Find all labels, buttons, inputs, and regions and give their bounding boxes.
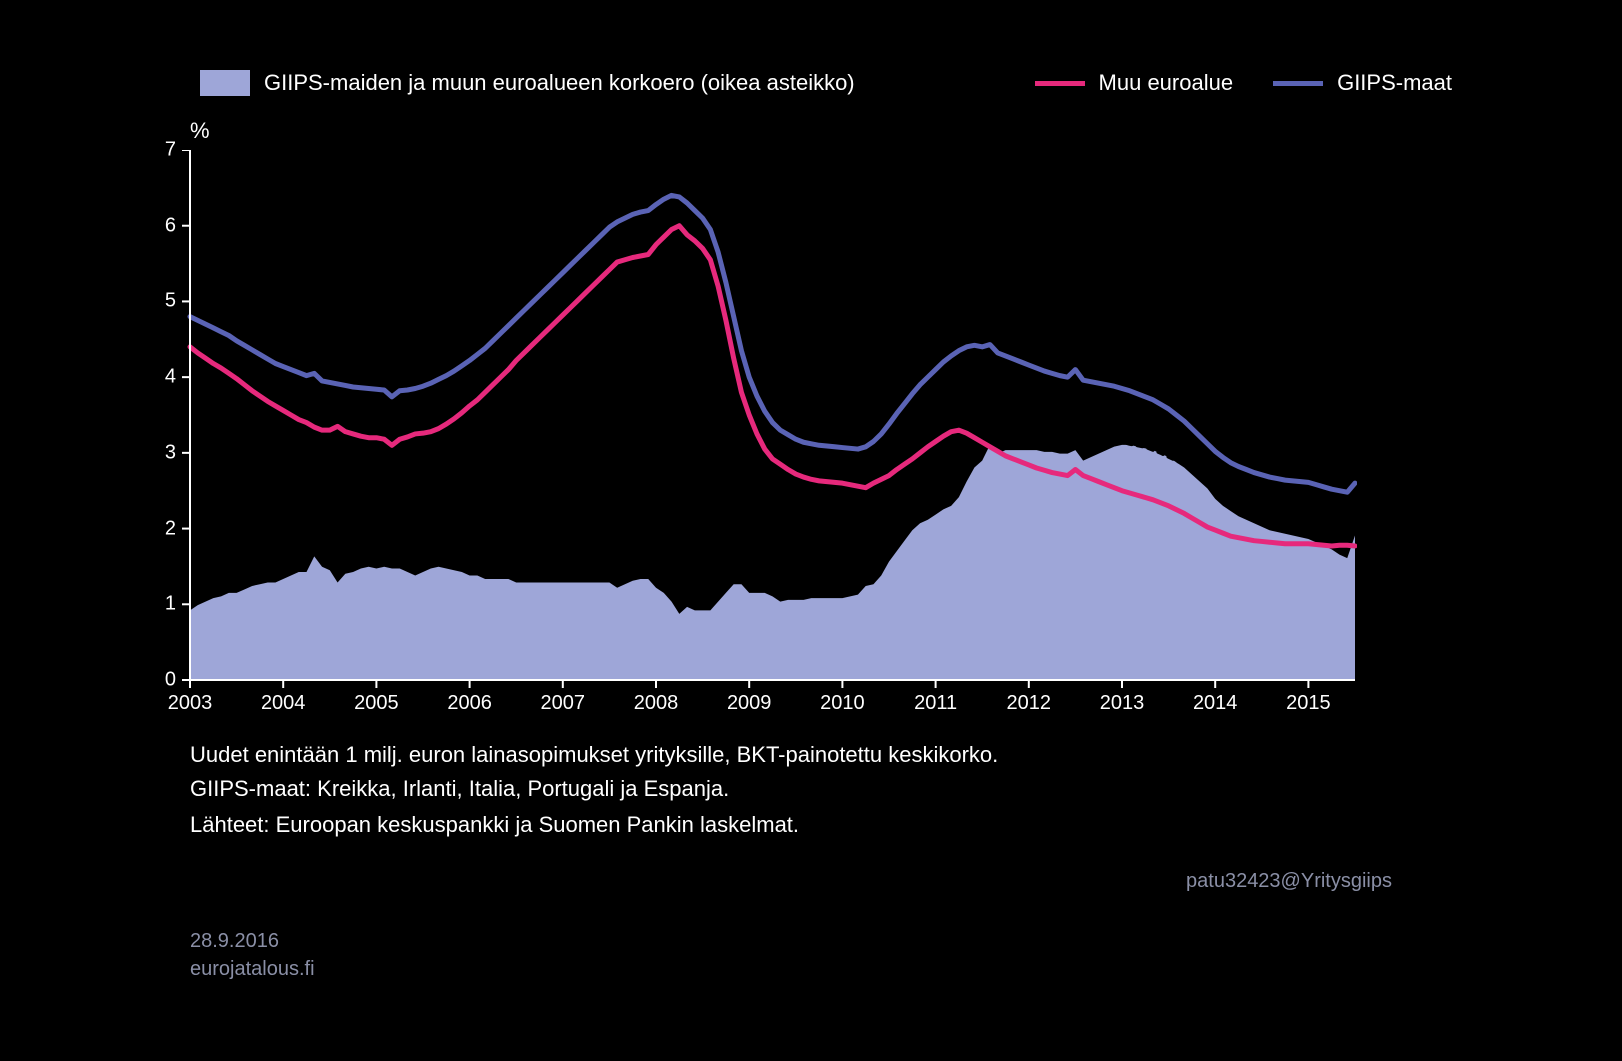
x-tick-label: 2014: [1193, 692, 1238, 715]
date-stamp: 28.9.2016: [190, 930, 279, 953]
x-tick-label: 2011: [914, 692, 957, 715]
footnote-1: Uudet enintään 1 milj. euron lainasopimu…: [190, 740, 1355, 770]
y-tick-label: 6: [165, 214, 176, 237]
x-tick-label: 2004: [261, 692, 306, 715]
watermark: patu32423@Yritysgiips: [1186, 870, 1392, 893]
legend-swatch-rest: [1035, 81, 1085, 86]
y-tick-label: 3: [165, 441, 176, 464]
spread-area: [190, 445, 1355, 680]
x-tick-label: 2015: [1286, 692, 1331, 715]
x-tick-label: 2005: [354, 692, 399, 715]
chart-root: Uusien yrityslainojen keskikorot euroalu…: [0, 0, 1622, 1061]
legend-label-giips: GIIPS-maat: [1337, 70, 1452, 96]
x-tick-label: 2007: [541, 692, 586, 715]
y-tick-label: 5: [165, 290, 176, 313]
legend-swatch-giips: [1273, 81, 1323, 86]
legend-item-rest: Muu euroalue: [1035, 70, 1234, 96]
x-tick-label: 2009: [727, 692, 772, 715]
legend-label-rest: Muu euroalue: [1099, 70, 1234, 96]
legend-swatch-area: [200, 70, 250, 96]
legend-item-giips: GIIPS-maat: [1273, 70, 1452, 96]
y-axis-unit: %: [190, 118, 210, 144]
x-tick-label: 2010: [820, 692, 865, 715]
x-tick-label: 2013: [1100, 692, 1145, 715]
x-tick-label: 2012: [1007, 692, 1052, 715]
y-tick-label: 2: [165, 517, 176, 540]
legend-item-spread: GIIPS-maiden ja muun euroalueen korkoero…: [200, 70, 855, 96]
y-tick-label: 1: [165, 593, 176, 616]
x-tick-label: 2006: [447, 692, 492, 715]
plot-area: [190, 150, 1355, 680]
y-tick-label: 4: [165, 366, 176, 389]
x-tick-label: 2008: [634, 692, 679, 715]
footnote-2: GIIPS-maat: Kreikka, Irlanti, Italia, Po…: [190, 774, 1355, 804]
plot-svg: [180, 150, 1357, 692]
chart-title: Uusien yrityslainojen keskikorot euroalu…: [190, 6, 741, 38]
x-tick-label: 2003: [168, 692, 213, 715]
line-giips: [190, 195, 1355, 492]
legend: GIIPS-maiden ja muun euroalueen korkoero…: [200, 70, 1492, 96]
sources: Lähteet: Euroopan keskuspankki ja Suomen…: [190, 812, 799, 838]
y-tick-label: 0: [165, 669, 176, 692]
site-stamp: eurojatalous.fi: [190, 958, 315, 981]
y-tick-label: 7: [165, 139, 176, 162]
legend-label-spread: GIIPS-maiden ja muun euroalueen korkoero…: [264, 70, 855, 96]
